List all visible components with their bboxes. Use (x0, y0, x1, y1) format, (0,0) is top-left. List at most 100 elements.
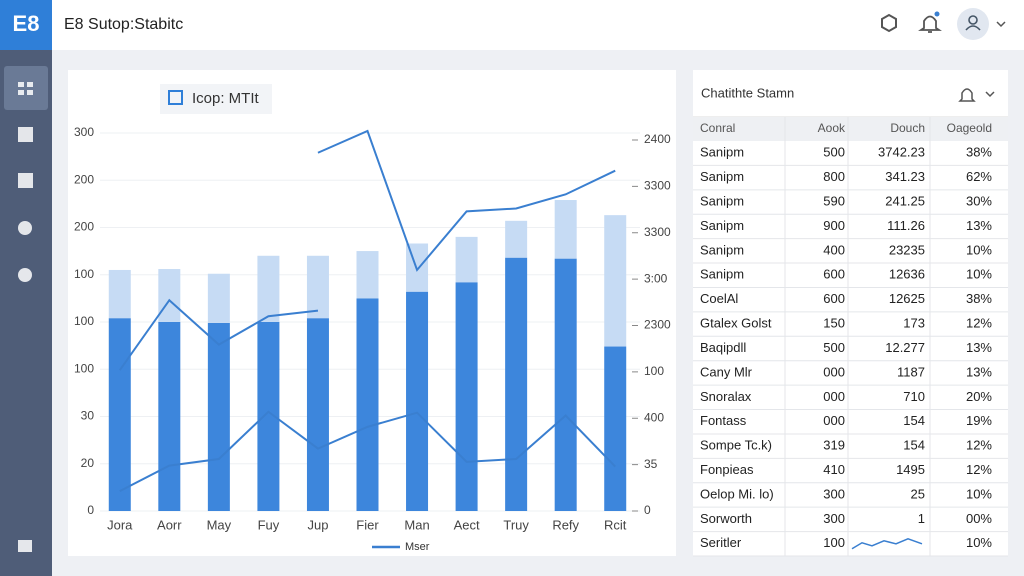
table-cell: 600 (823, 267, 845, 282)
table-cell: 62% (966, 169, 992, 184)
x-tick-label: May (207, 517, 232, 532)
bar (158, 321, 181, 511)
y2-axis-label: 3:00 (644, 271, 668, 285)
avatar-icon (965, 15, 981, 31)
settings-icon[interactable] (881, 13, 897, 33)
column-header: Douch (890, 121, 925, 135)
nav-icon (18, 90, 24, 95)
table-cell: 710 (903, 389, 925, 404)
table-cell: 410 (823, 462, 845, 477)
y2-axis-label: 3300 (644, 225, 671, 239)
table-cell: Sompe Tc.k) (700, 438, 772, 453)
table-cell: 100 (823, 535, 845, 550)
bar (108, 318, 131, 511)
line-series (119, 410, 616, 493)
table-cell: Fontass (700, 413, 747, 428)
nav-icon[interactable] (18, 221, 32, 235)
table-cell: 173 (903, 316, 925, 331)
table-cell: 319 (823, 438, 845, 453)
table-cell: 25 (911, 486, 925, 501)
y2-axis-label: 100 (644, 364, 664, 378)
table-cell: 900 (823, 218, 845, 233)
column-header: Conral (700, 121, 735, 135)
menu-chevron[interactable] (996, 21, 1006, 28)
table-cell: 500 (823, 145, 845, 160)
table-cell: Sanipm (700, 218, 744, 233)
x-tick-label: Refy (552, 517, 579, 532)
table-cell: 12636 (889, 267, 925, 282)
y-axis-label: 20 (81, 456, 95, 470)
table-cell: 300 (823, 511, 845, 526)
app-title: E8 Sutop:Stabitc (64, 16, 183, 33)
table-cell: Baqipdll (700, 340, 746, 355)
y-axis-label: 30 (81, 409, 95, 423)
line-series (317, 129, 616, 272)
bell-icon[interactable] (918, 15, 942, 33)
table-cell: 1495 (896, 462, 925, 477)
table-cell: 400 (823, 242, 845, 257)
table-cell: 341.23 (885, 169, 925, 184)
sparkline (851, 537, 923, 550)
nav-icon[interactable] (18, 127, 33, 142)
table-cell: Cany Mlr (700, 364, 753, 379)
bar (505, 220, 528, 258)
bar (158, 269, 181, 322)
table-cell: 10% (966, 535, 992, 550)
table-cell: Oelop Mi. lo) (700, 486, 774, 501)
x-tick-label: Man (404, 517, 429, 532)
bar (108, 269, 131, 319)
bar (554, 200, 577, 259)
logo: E8 (13, 11, 40, 36)
table-chevron[interactable] (985, 91, 995, 98)
nav-icon[interactable] (18, 268, 32, 282)
table-cell: Sanipm (700, 145, 744, 160)
y2-axis-label: 2400 (644, 132, 671, 146)
table-cell: 13% (966, 364, 992, 379)
table-cell: 20% (966, 389, 992, 404)
table-cell: 12% (966, 316, 992, 331)
table-cell: Sanipm (700, 193, 744, 208)
table-cell: 38% (966, 291, 992, 306)
x-tick-label: Fier (356, 517, 379, 532)
table-cell: 800 (823, 169, 845, 184)
bar (306, 318, 329, 511)
bar (604, 346, 627, 511)
logo-box (0, 0, 52, 50)
y-axis-label: 100 (74, 314, 94, 328)
x-tick-label: Truy (503, 517, 529, 532)
bar (207, 273, 230, 323)
nav-icon[interactable] (18, 173, 33, 188)
bar (356, 251, 379, 299)
table-cell: Gtalex Golst (700, 316, 772, 331)
table-cell: Sanipm (700, 267, 744, 282)
bar (257, 321, 280, 511)
nav-icon (18, 82, 24, 87)
table-cell: 3742.23 (878, 145, 925, 160)
bar (554, 258, 577, 511)
y2-axis-label: 3300 (644, 179, 671, 193)
table-bell[interactable] (958, 88, 976, 102)
table-cell: 600 (823, 291, 845, 306)
x-tick-label: Fuy (258, 517, 280, 532)
chart-title: Icop: MTIt (192, 90, 260, 107)
nav-icon (27, 90, 33, 95)
top-bar (0, 0, 1024, 50)
table-cell: 00% (966, 511, 992, 526)
table-cell: 12% (966, 438, 992, 453)
table-cell: Sanipm (700, 169, 744, 184)
nav-icon[interactable] (18, 540, 32, 552)
sidebar-active[interactable] (4, 66, 48, 110)
table-cell: 1187 (897, 364, 925, 379)
table-cell: 1 (918, 511, 925, 526)
table-cell: 000 (823, 364, 845, 379)
bar (406, 291, 429, 511)
table-cell: CoelAl (700, 291, 738, 306)
bar (505, 257, 528, 511)
line-series (118, 298, 319, 371)
table-title: Chatithte Stamn (701, 85, 794, 100)
table-cell: 000 (823, 413, 845, 428)
table-cell: 12.277 (885, 340, 925, 355)
bar (455, 236, 478, 283)
table-cell: 23235 (889, 242, 925, 257)
bar (455, 282, 478, 511)
